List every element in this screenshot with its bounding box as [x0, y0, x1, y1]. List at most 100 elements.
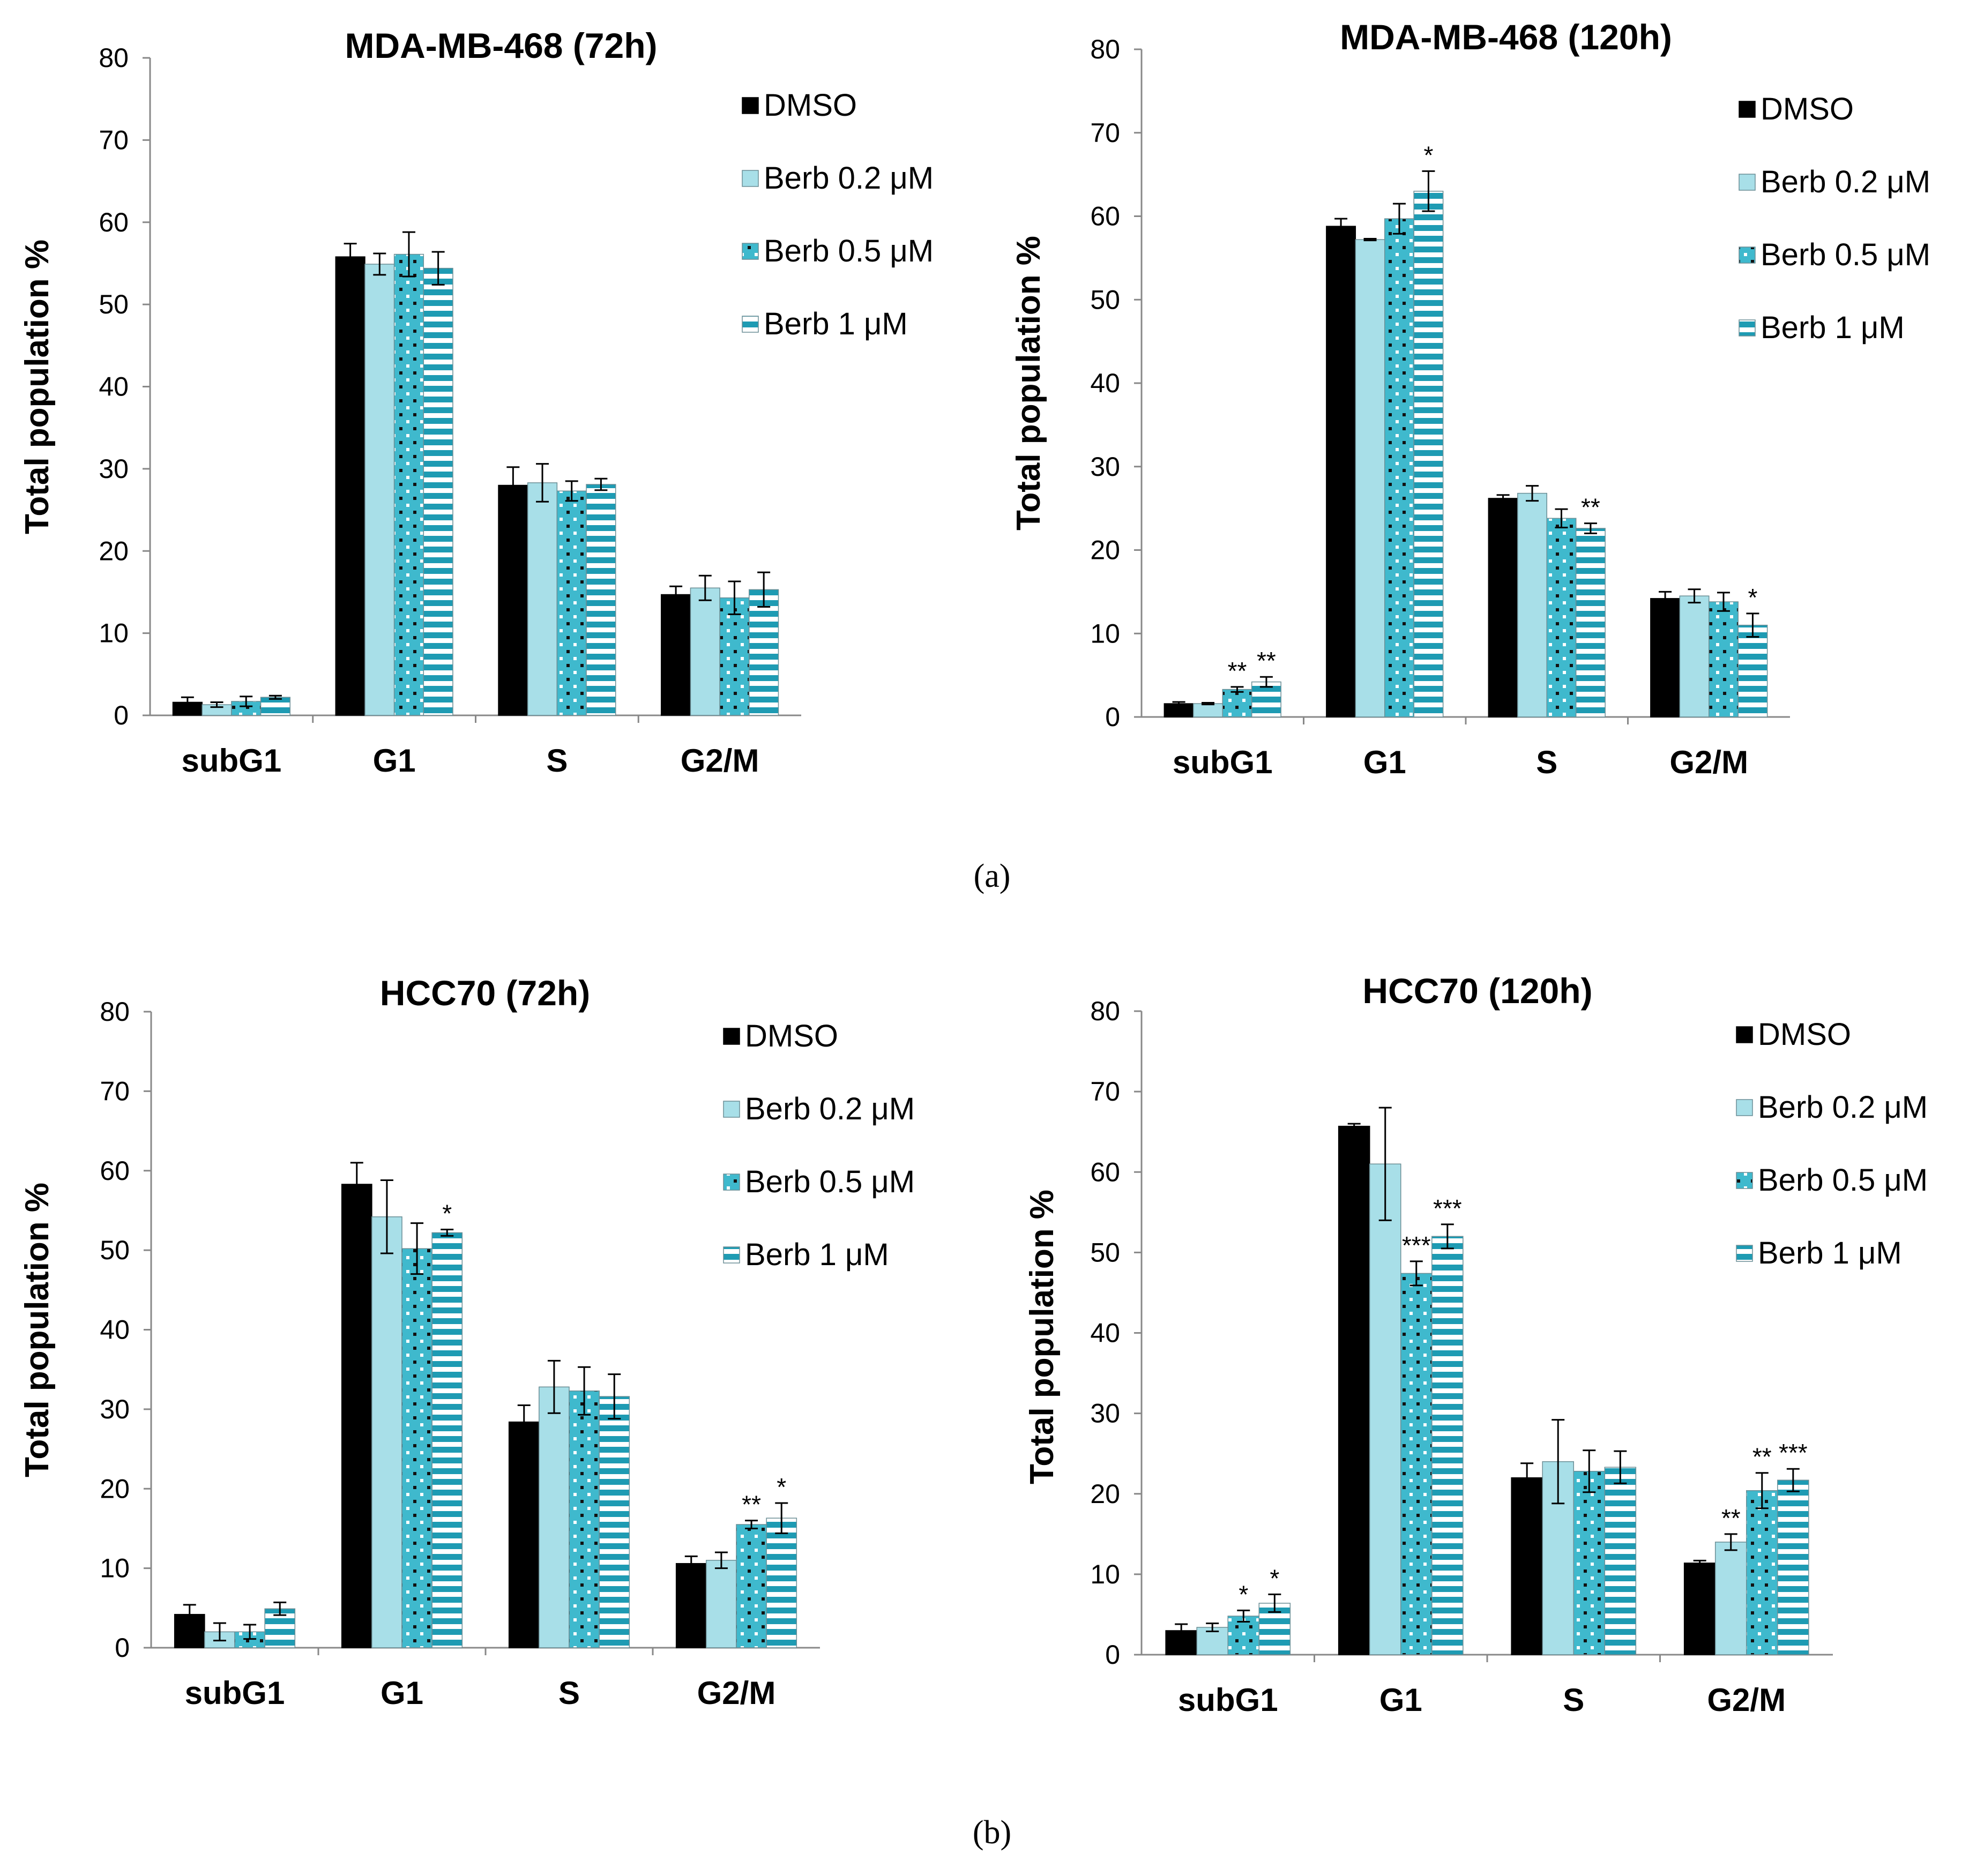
bar [431, 1232, 463, 1648]
legend-swatch [723, 1246, 740, 1264]
y-tick-label: 0 [1105, 1640, 1120, 1670]
legend-swatch [723, 1101, 740, 1118]
y-tick-label: 10 [100, 1553, 130, 1583]
x-tick-label: S [1563, 1682, 1584, 1718]
bar [1511, 1477, 1543, 1655]
significance-marker: ** [1257, 647, 1276, 675]
y-axis-label: Total population % [1010, 236, 1047, 530]
y-tick-label: 70 [99, 125, 129, 155]
bar [1400, 1273, 1433, 1655]
y-tick-label: 70 [1090, 1077, 1120, 1107]
significance-marker: * [1748, 584, 1757, 611]
panel-label-a: (a) [974, 858, 1011, 894]
bar [1737, 624, 1768, 717]
y-tick-label: 40 [100, 1315, 130, 1345]
significance-marker: ** [1721, 1504, 1741, 1532]
legend-label: Berb 1 μM [1758, 1236, 1902, 1270]
significance-marker: ** [742, 1491, 761, 1519]
y-tick-label: 20 [99, 536, 129, 566]
significance-marker: ** [1228, 657, 1247, 685]
legend-label: DMSO [764, 88, 857, 123]
y-tick-label: 40 [1090, 368, 1120, 398]
legend-swatch [1736, 1026, 1753, 1043]
x-tick-label: G2/M [697, 1675, 776, 1711]
bar [1222, 689, 1252, 717]
legend-swatch [1739, 174, 1756, 191]
bar [527, 482, 558, 716]
y-tick-label: 10 [1090, 1559, 1120, 1589]
legend-label: Berb 0.5 μM [1758, 1163, 1928, 1198]
y-tick-label: 80 [1090, 996, 1120, 1026]
bar [706, 1560, 737, 1648]
legend-label: Berb 0.5 μM [745, 1164, 915, 1199]
bar [260, 697, 290, 716]
legend-label: DMSO [1761, 92, 1854, 126]
bar [1746, 1490, 1778, 1655]
chart-hcc70-120h: HCC70 (120h) Total population % 0 10 20 30 40 5… [1024, 971, 1928, 1718]
x-tick-label: G1 [373, 743, 416, 779]
bar [1431, 1236, 1464, 1655]
bar [371, 1216, 402, 1648]
bar [661, 594, 691, 716]
y-tick-label: 50 [100, 1235, 130, 1265]
bar [766, 1518, 797, 1648]
y-tick-label: 20 [1090, 535, 1120, 565]
legend-label: Berb 0.5 μM [1761, 237, 1930, 272]
significance-marker: * [442, 1200, 452, 1228]
y-axis-label: Total population % [19, 240, 56, 534]
bar [1777, 1479, 1809, 1655]
legend-swatch [1739, 319, 1756, 337]
chart-title: MDA-MB-468 (120h) [1340, 17, 1672, 57]
bar [1546, 518, 1577, 717]
x-tick-label: S [558, 1675, 580, 1711]
y-tick-label: 60 [1090, 1157, 1120, 1187]
x-tick-label: S [1536, 744, 1557, 780]
bar [556, 490, 587, 716]
bar [508, 1421, 540, 1648]
legend-label: Berb 0.2 μM [1758, 1090, 1928, 1125]
bar [690, 587, 720, 716]
bar [1193, 703, 1224, 717]
x-tick-label: subG1 [1178, 1682, 1278, 1718]
bar [1517, 492, 1548, 717]
legend-swatch [1736, 1099, 1753, 1116]
y-tick-label: 20 [1090, 1479, 1120, 1509]
y-tick-label: 60 [100, 1156, 130, 1186]
panel-label-b: (b) [973, 1814, 1011, 1851]
legend-swatch [1739, 101, 1756, 118]
bar [1251, 681, 1281, 717]
bar [1575, 528, 1606, 717]
bar [341, 1184, 372, 1648]
bar [1338, 1125, 1370, 1655]
y-tick-label: 60 [1090, 201, 1120, 231]
bar [1413, 191, 1444, 717]
legend-label: Berb 0.5 μM [764, 234, 934, 268]
legend-swatch [742, 316, 759, 333]
significance-marker: * [1239, 1580, 1248, 1608]
legend-swatch [742, 97, 759, 114]
y-tick-label: 0 [1105, 702, 1120, 732]
y-axis-label: Total population % [1024, 1190, 1061, 1484]
bar [1709, 601, 1739, 717]
y-tick-label: 20 [100, 1474, 130, 1504]
x-tick-label: G1 [1379, 1682, 1422, 1718]
y-tick-label: 0 [114, 700, 129, 730]
bar [736, 1524, 767, 1648]
legend-swatch [742, 243, 759, 260]
x-tick-label: S [546, 743, 568, 779]
bar [749, 589, 779, 716]
bar [1326, 226, 1356, 717]
bar [335, 256, 366, 716]
y-tick-label: 70 [100, 1076, 130, 1106]
chart-hcc70-72h: HCC70 (72h) Total population % 0 10 20 30 40 50… [19, 973, 915, 1711]
y-tick-label: 10 [99, 618, 129, 648]
bar [1384, 218, 1414, 717]
bar [1683, 1563, 1716, 1655]
legend-label: Berb 0.2 μM [764, 161, 934, 196]
x-tick-label: G1 [1363, 744, 1406, 780]
x-tick-label: G2/M [1707, 1682, 1786, 1718]
bar [1604, 1467, 1637, 1655]
legend-label: DMSO [1758, 1017, 1851, 1052]
legend-label: DMSO [745, 1019, 838, 1053]
y-tick-label: 70 [1090, 118, 1120, 148]
